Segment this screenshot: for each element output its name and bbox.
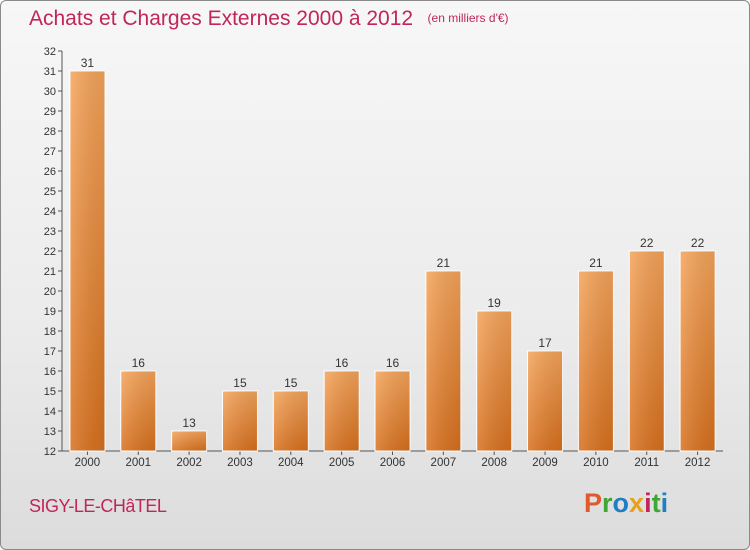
x-tick-label: 2012 xyxy=(685,457,711,469)
logo-letter: x xyxy=(629,488,645,518)
x-tick-label: 2002 xyxy=(176,457,202,469)
y-tick-label: 12 xyxy=(44,446,56,458)
logo-letter: P xyxy=(584,488,603,518)
data-label: 21 xyxy=(589,256,603,270)
bar-sheen xyxy=(222,391,258,451)
y-tick-label: 17 xyxy=(44,346,56,358)
y-tick-label: 32 xyxy=(44,46,56,58)
x-tick-label: 2011 xyxy=(634,457,659,469)
logo-letter: i xyxy=(660,488,669,518)
bar-sheen xyxy=(578,271,614,451)
data-label: 16 xyxy=(132,356,146,370)
y-tick-label: 25 xyxy=(44,186,56,198)
bar-sheen xyxy=(425,271,461,451)
y-tick-label: 28 xyxy=(44,126,56,138)
y-tick-label: 19 xyxy=(44,306,56,318)
y-tick-label: 20 xyxy=(44,286,56,298)
y-tick-label: 26 xyxy=(44,166,56,178)
bar-sheen xyxy=(629,251,665,451)
bar-sheen xyxy=(324,371,360,451)
x-tick-label: 2003 xyxy=(227,457,253,469)
bar-sheen xyxy=(171,431,207,451)
data-label: 31 xyxy=(81,56,95,70)
bar-sheen xyxy=(375,371,410,451)
logo-letter: i xyxy=(644,488,652,518)
bar-sheen xyxy=(527,351,563,451)
data-label: 21 xyxy=(437,256,451,270)
bar-sheen xyxy=(273,391,309,451)
bar-sheen xyxy=(120,371,156,451)
x-tick-label: 2001 xyxy=(125,457,151,469)
x-tick-label: 2000 xyxy=(75,457,101,469)
y-tick-label: 23 xyxy=(44,226,56,238)
x-tick-label: 2005 xyxy=(329,457,355,469)
x-tick-label: 2009 xyxy=(532,457,558,469)
y-tick-label: 15 xyxy=(44,386,56,398)
chart-title: Achats et Charges Externes 2000 à 2012 xyxy=(29,7,414,30)
x-tick-label: 2006 xyxy=(380,457,406,469)
data-labels: 31 16 13 15 15 16 16 21 19 17 21 22 22 xyxy=(81,56,705,430)
data-label: 17 xyxy=(538,336,552,350)
chart-subtitle: (en milliers d'€) xyxy=(427,11,509,25)
bar-sheen xyxy=(680,251,716,451)
town-name: SIGY-LE-CHâTEL xyxy=(29,496,167,516)
data-label: 16 xyxy=(335,356,349,370)
y-tick-label: 30 xyxy=(44,86,56,98)
x-tick-label: 2008 xyxy=(481,457,507,469)
data-label: 16 xyxy=(386,356,400,370)
y-tick-label: 16 xyxy=(44,366,56,378)
y-tick-label: 24 xyxy=(44,206,56,218)
y-tick-label: 13 xyxy=(44,426,56,438)
x-tick-label: 2007 xyxy=(431,457,457,469)
data-label: 15 xyxy=(233,376,247,390)
y-tick-label: 27 xyxy=(44,146,56,158)
y-tick-label: 22 xyxy=(44,246,56,258)
logo-letter: t xyxy=(651,488,661,518)
data-label: 15 xyxy=(284,376,298,390)
data-label: 22 xyxy=(691,236,705,250)
logo-letter: o xyxy=(612,488,630,518)
x-tick-label: 2004 xyxy=(278,457,304,469)
y-tick-label: 18 xyxy=(44,326,56,338)
bar-sheen xyxy=(69,71,105,451)
logo-letter: r xyxy=(602,488,613,518)
data-label: 13 xyxy=(182,416,196,430)
y-tick-label: 21 xyxy=(44,266,56,278)
y-tick-label: 29 xyxy=(44,106,56,118)
data-label: 19 xyxy=(488,296,502,310)
x-tick-label: 2010 xyxy=(583,457,609,469)
bars xyxy=(69,70,716,452)
data-label: 22 xyxy=(640,236,654,250)
y-tick-label: 31 xyxy=(44,66,56,78)
proxiti-logo[interactable]: Proxiti xyxy=(584,488,668,519)
bar-sheen xyxy=(476,311,512,451)
y-tick-label: 14 xyxy=(44,406,56,418)
title-row: Achats et Charges Externes 2000 à 2012 (… xyxy=(29,7,509,31)
